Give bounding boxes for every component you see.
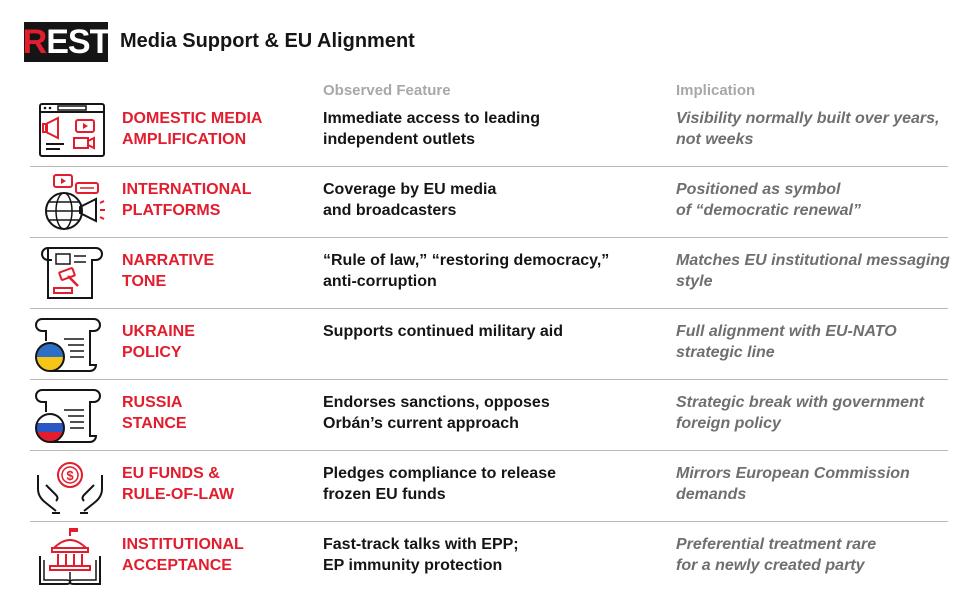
row-name: DOMESTIC MEDIA AMPLIFICATION	[122, 110, 263, 148]
row-divider	[30, 379, 948, 380]
row-divider	[30, 166, 948, 167]
row-divider	[30, 450, 948, 451]
row-divider	[30, 521, 948, 522]
row-implication: Visibility normally built over years, not…	[676, 110, 940, 148]
row-implication: Mirrors European Commission demands	[676, 465, 910, 503]
table-row: INTERNATIONAL PLATFORMS Coverage by EU me…	[0, 167, 974, 238]
row-name: RUSSIA STANCE	[122, 394, 187, 432]
row-divider	[30, 308, 948, 309]
row-name: INSTITUTIONAL ACCEPTANCE	[122, 536, 244, 574]
row-feature: “Rule of law,” “restoring democracy,” ant…	[323, 252, 610, 290]
column-header-implication: Implication	[676, 82, 756, 99]
row-divider	[30, 237, 948, 238]
row-feature: Supports continued military aid	[323, 323, 564, 340]
row-implication: Matches EU institutional messaging style	[676, 252, 950, 290]
svg-text:$: $	[66, 468, 74, 483]
globe-megaphone-icon	[45, 174, 105, 230]
row-feature: Immediate access to leading independent o…	[323, 110, 540, 148]
row-implication: Preferential treatment rare for a newly c…	[676, 536, 877, 574]
table-row: NARRATIVE TONE “Rule of law,” “restoring …	[0, 238, 974, 309]
row-implication: Positioned as symbol of “democratic renew…	[676, 181, 861, 219]
row-name: EU FUNDS & RULE-OF-LAW	[122, 465, 234, 503]
hands-coin-icon: $	[37, 462, 103, 514]
row-implication: Strategic break with government foreign p…	[676, 394, 925, 432]
row-name: UKRAINE POLICY	[122, 323, 195, 361]
russia-flag-scroll-icon	[35, 389, 101, 443]
ukraine-flag-scroll-icon	[35, 318, 101, 372]
table-row: DOMESTIC MEDIA AMPLIFICATION Immediate ac…	[0, 96, 974, 167]
table-row: UKRAINE POLICY Supports continued militar…	[0, 309, 974, 380]
row-feature: Pledges compliance to release frozen EU f…	[323, 465, 556, 503]
table-row: RUSSIA STANCE Endorses sanctions, opposes…	[0, 380, 974, 451]
row-feature: Endorses sanctions, opposes Orbán’s curre…	[323, 394, 550, 432]
page-title: Media Support & EU Alignment	[120, 30, 415, 52]
institution-book-icon	[39, 528, 101, 585]
row-implication: Full alignment with EU-NATO strategic lin…	[676, 323, 897, 361]
row-name: INTERNATIONAL PLATFORMS	[122, 181, 252, 219]
gavel-scroll-icon	[41, 247, 103, 299]
media-browser-icon	[39, 103, 105, 157]
rest-logo: REST	[22, 22, 110, 62]
row-name: NARRATIVE TONE	[122, 252, 215, 290]
table-row: $ EU FUNDS & RULE-OF-LAW Pledges complian…	[0, 451, 974, 522]
column-header-feature: Observed Feature	[323, 82, 451, 99]
row-feature: Fast-track talks with EPP; EP immunity pr…	[323, 536, 519, 574]
row-feature: Coverage by EU media and broadcasters	[323, 181, 497, 219]
table-row: INSTITUTIONAL ACCEPTANCE Fast-track talks…	[0, 522, 974, 593]
